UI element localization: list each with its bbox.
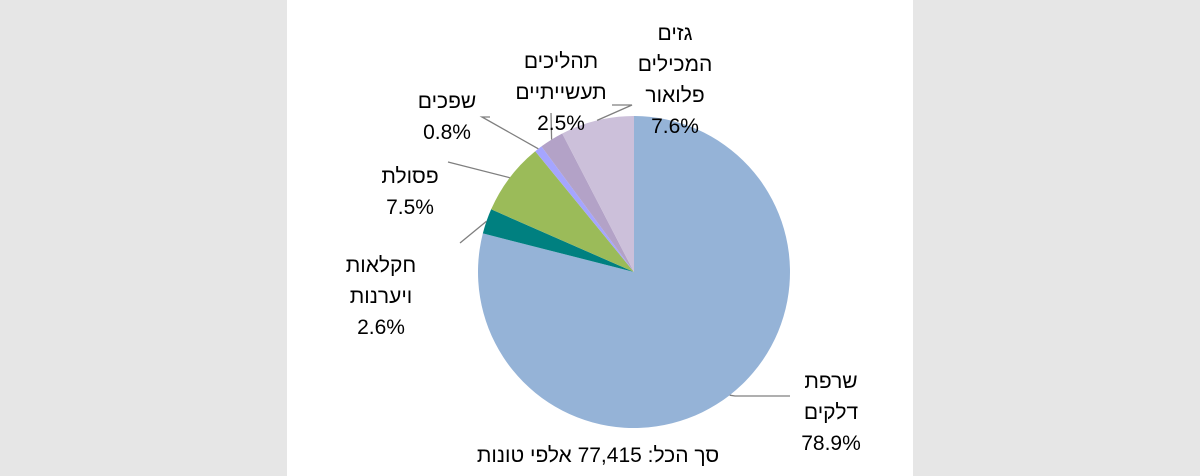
- pie-slice: [562, 116, 634, 272]
- leader-line: [729, 394, 790, 397]
- leader-line: [550, 112, 553, 140]
- leader-line: [479, 116, 539, 150]
- slice-label: המכילים: [638, 53, 713, 76]
- slice-label: שפכים: [418, 90, 476, 113]
- slice-label: תעשייתיים: [515, 81, 606, 104]
- slice-label: פלואור: [645, 84, 704, 107]
- pie-slice: [482, 209, 634, 272]
- total-caption: סך הכל: 77,415 אלפי טונות: [476, 444, 720, 467]
- slice-label: חקלאות: [346, 254, 417, 277]
- slice-label: שרפת: [804, 370, 857, 393]
- slice-label: תהליכים: [524, 50, 598, 73]
- slice-label: ויערנות: [350, 285, 413, 308]
- pie-slice: [535, 146, 634, 272]
- leader-line: [459, 220, 487, 244]
- slice-value-label: 7.6%: [651, 115, 699, 138]
- pie-slice: [477, 116, 790, 429]
- slice-value-label: 2.6%: [357, 316, 405, 339]
- slice-value-label: 0.8%: [423, 121, 471, 144]
- slice-value-label: 7.5%: [386, 196, 434, 219]
- pie-slice: [491, 151, 634, 272]
- pie-slice: [541, 133, 634, 272]
- slice-value-label: 78.9%: [801, 432, 861, 455]
- slice-label: דלקים: [804, 401, 859, 424]
- slice-label: גזים: [658, 22, 693, 45]
- slice-label: פסולת: [381, 165, 438, 188]
- slice-value-label: 2.5%: [537, 112, 585, 135]
- leader-line: [447, 161, 510, 179]
- leader-line: [596, 104, 633, 121]
